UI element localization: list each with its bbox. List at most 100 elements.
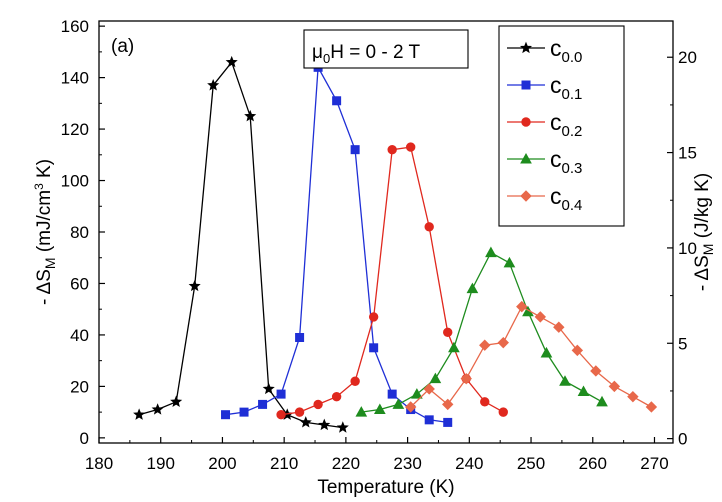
data-point xyxy=(479,339,491,351)
data-point xyxy=(239,407,249,417)
legend-marker xyxy=(519,41,533,54)
data-point xyxy=(423,383,435,395)
data-point xyxy=(497,336,509,349)
data-point xyxy=(480,397,490,407)
y2-axis-title-post: (J/kg K) xyxy=(692,173,713,244)
x-tick-label: 250 xyxy=(517,454,545,473)
data-point xyxy=(355,406,368,417)
legend-label: c0.3 xyxy=(550,146,582,177)
x-tick-label: 190 xyxy=(147,454,175,473)
y2-axis-title: - ΔSM (J/kg K) xyxy=(692,173,716,291)
x-tick-label: 270 xyxy=(640,454,668,473)
x-tick-label: 240 xyxy=(455,454,483,473)
data-point xyxy=(577,385,590,397)
data-point xyxy=(442,398,454,411)
data-point xyxy=(170,395,183,407)
data-point xyxy=(299,416,312,428)
data-point xyxy=(294,407,305,417)
legend-label: c0.1 xyxy=(550,72,582,103)
legend-entry: c0.3 xyxy=(507,146,582,177)
data-point xyxy=(424,222,434,232)
data-point xyxy=(387,144,397,155)
data-point xyxy=(369,343,379,353)
annotation-rest: H = 0 - 2 T xyxy=(330,42,420,63)
data-point xyxy=(133,408,146,420)
data-point xyxy=(225,55,238,68)
y-axis-title-sub: M xyxy=(42,257,58,269)
y-axis-title-post: K) xyxy=(34,159,55,183)
x-tick-label: 210 xyxy=(270,454,298,473)
legend-entry: c0.1 xyxy=(507,72,582,103)
legend-marker xyxy=(521,117,531,127)
y-tick-label: 120 xyxy=(61,120,89,139)
legend-marker xyxy=(521,80,531,90)
annotation-sub: 0 xyxy=(323,51,330,66)
series-c0.3 xyxy=(355,246,608,417)
y-tick-label: 0 xyxy=(80,429,89,448)
data-point xyxy=(207,78,220,91)
data-point xyxy=(571,344,584,357)
legend-entry: c0.2 xyxy=(507,109,582,140)
legend-entry: c0.0 xyxy=(507,35,582,66)
series-layer xyxy=(133,55,658,433)
series-c0.2 xyxy=(276,142,508,420)
panel-label: (a) xyxy=(111,36,134,57)
data-point xyxy=(318,418,331,431)
y-tick-label: 100 xyxy=(61,172,89,191)
data-point xyxy=(350,145,360,155)
data-point xyxy=(460,372,472,385)
series-line xyxy=(281,146,504,416)
data-point xyxy=(336,421,349,433)
legend-label: c0.4 xyxy=(550,183,582,214)
legend-marker xyxy=(520,152,532,164)
y2-axis-title-sub: M xyxy=(700,244,716,256)
y-axis-title: - ΔSM (mJ/cm3 K) xyxy=(32,159,58,305)
data-point xyxy=(485,246,497,258)
data-point xyxy=(608,380,621,393)
legend-entry: c0.4 xyxy=(507,183,582,214)
x-axis-title: Temperature (K) xyxy=(317,477,454,498)
y2-tick-label: 20 xyxy=(678,48,697,67)
data-point xyxy=(392,398,405,409)
data-point xyxy=(534,311,547,323)
y2-axis-title-pre: - ΔS xyxy=(692,255,713,291)
data-point xyxy=(443,327,453,338)
y2-tick-label: 15 xyxy=(678,144,697,163)
y2-tick-label: 10 xyxy=(678,239,697,258)
data-point xyxy=(559,375,571,386)
data-point xyxy=(313,399,323,410)
series-line xyxy=(138,60,343,429)
data-point xyxy=(596,395,608,407)
data-point xyxy=(368,312,379,322)
x-tick-label: 200 xyxy=(208,454,236,473)
data-point xyxy=(627,390,639,403)
data-point xyxy=(332,96,342,106)
data-point xyxy=(516,300,528,313)
data-point xyxy=(151,403,164,415)
series-c0.4 xyxy=(404,300,658,413)
data-point xyxy=(429,372,442,384)
data-point xyxy=(590,365,602,377)
x-tick-label: 220 xyxy=(332,454,360,473)
data-point xyxy=(645,401,658,413)
data-point xyxy=(331,391,342,402)
data-point xyxy=(262,382,275,395)
data-point xyxy=(411,388,423,399)
x-tick-label: 230 xyxy=(393,454,421,473)
legend-marker xyxy=(520,190,532,202)
y-tick-label: 80 xyxy=(70,223,89,242)
x-tick-label: 260 xyxy=(579,454,607,473)
data-point xyxy=(295,333,305,342)
data-point xyxy=(276,389,286,399)
series-c0.1 xyxy=(221,62,453,427)
data-point xyxy=(188,279,201,292)
series-line xyxy=(410,305,652,408)
y-axis-title-mid: (mJ/cm xyxy=(34,190,55,258)
data-point xyxy=(404,401,417,413)
data-point xyxy=(350,376,360,386)
data-point xyxy=(503,256,516,268)
data-point xyxy=(221,410,231,420)
legend-label: c0.0 xyxy=(550,35,582,66)
y-axis-title-sup: 3 xyxy=(32,183,46,190)
